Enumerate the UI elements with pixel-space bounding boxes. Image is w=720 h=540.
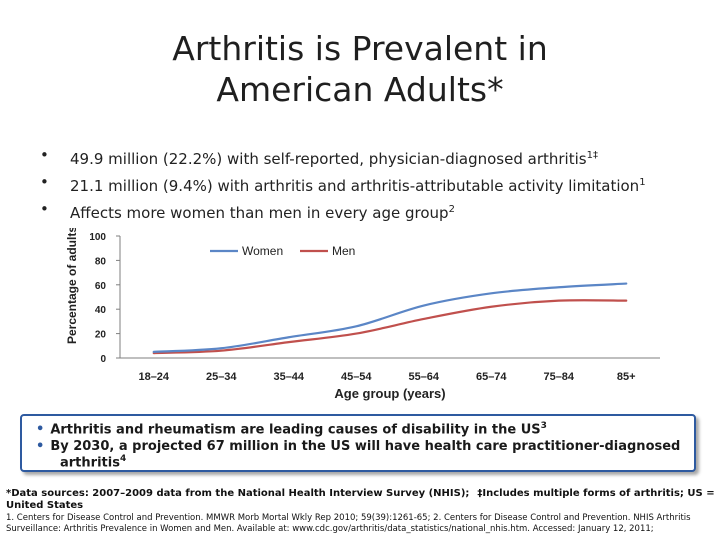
callout-text: Arthritis and rheumatism are leading cau… <box>50 422 541 438</box>
footnote-data-sources: *Data sources: 2007–2009 data from the N… <box>6 488 716 512</box>
y-tick-label: 0 <box>100 354 106 365</box>
series-line-men <box>152 299 628 355</box>
x-tick-label: 85+ <box>617 371 636 383</box>
bullet-text: Affects more women than men in every age… <box>70 204 449 222</box>
y-tick-label: 20 <box>95 330 107 341</box>
bullet-footnote-marker: 1 <box>639 177 646 188</box>
bullet-text: 21.1 million (9.4%) with arthritis and a… <box>70 177 640 195</box>
x-tick-label: 65–74 <box>476 371 507 383</box>
footnotes: *Data sources: 2007–2009 data from the N… <box>6 488 716 535</box>
bullet-item: • Affects more women than men in every a… <box>40 198 700 225</box>
footnote-sources-text: *Data sources: 2007–2009 data from the N… <box>6 488 470 499</box>
y-axis-title: Percentage of adults <box>65 228 79 344</box>
legend-label-women: Women <box>242 244 283 258</box>
legend-label-men: Men <box>332 244 355 258</box>
callout-footnote-marker: 3 <box>540 421 547 431</box>
y-tick-label: 40 <box>95 305 107 316</box>
x-tick-label: 18–24 <box>138 371 169 383</box>
y-tick-label: 100 <box>89 232 106 243</box>
callout-text: By 2030, a projected 67 million in the U… <box>50 439 681 454</box>
callout-bullet-dot: • <box>36 439 45 454</box>
callout-line-2: • By 2030, a projected 67 million in the … <box>36 439 680 454</box>
bullet-dot: • <box>40 173 49 191</box>
footnote-includes-text: ‡Includes multiple forms of arthritis; U… <box>6 488 715 511</box>
title-line-1: Arthritis is Prevalent in <box>172 29 548 68</box>
x-tick-label: 75–84 <box>543 371 574 383</box>
x-tick-label: 45–54 <box>341 371 372 383</box>
x-tick-label: 55–64 <box>408 371 439 383</box>
bullet-list: • 49.9 million (22.2%) with self-reporte… <box>40 144 700 225</box>
x-axis-title: Age group (years) <box>334 386 445 401</box>
footnote-references: 1. Centers for Disease Control and Preve… <box>6 513 691 534</box>
arthritis-prevalence-line-chart: 0 20 40 60 80 100 18–24 25–34 35–44 45–54 55–64 65–… <box>65 228 660 401</box>
title-line-2: American Adults* <box>216 70 504 109</box>
y-tick-label: 80 <box>95 256 107 267</box>
callout-bullet-dot: • <box>36 422 45 438</box>
bullet-item: • 49.9 million (22.2%) with self-reporte… <box>40 144 700 171</box>
bullet-dot: • <box>40 146 49 164</box>
bullet-dot: • <box>40 200 49 218</box>
series-line-women <box>152 282 628 353</box>
x-tick-label: 25–34 <box>206 371 237 383</box>
callout-footnote-marker: 4 <box>119 454 127 464</box>
bullet-text: 49.9 million (22.2%) with self-reported,… <box>70 150 587 168</box>
key-facts-callout: • Arthritis and rheumatism are leading ca… <box>20 414 696 472</box>
y-tick-label: 60 <box>95 281 107 292</box>
callout-text: arthritis <box>60 455 120 471</box>
callout-line-3: arthritis4 <box>60 454 126 470</box>
x-tick-label: 35–44 <box>273 371 304 383</box>
bullet-footnote-marker: 2 <box>448 204 455 215</box>
bullet-item: • 21.1 million (9.4%) with arthritis and… <box>40 171 700 198</box>
callout-line-1: • Arthritis and rheumatism are leading ca… <box>36 421 547 437</box>
bullet-footnote-marker: 1‡ <box>586 150 598 161</box>
slide-title: Arthritis is Prevalent in American Adult… <box>0 28 720 110</box>
